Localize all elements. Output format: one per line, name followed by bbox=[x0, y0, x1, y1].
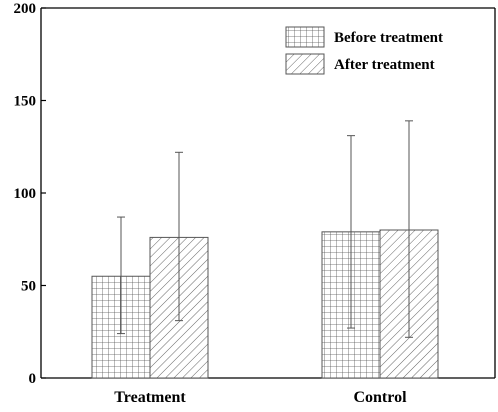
y-tick-label: 50 bbox=[21, 279, 36, 295]
legend: Before treatment After treatment bbox=[285, 26, 443, 75]
y-tick-label: 0 bbox=[29, 371, 37, 387]
legend-label: Before treatment bbox=[334, 30, 443, 46]
legend-swatch bbox=[285, 53, 325, 75]
x-tick-label: Control bbox=[353, 389, 407, 406]
y-tick-label: 100 bbox=[14, 186, 37, 202]
plot-area: 0 50 100 150 200 Treatment Control bbox=[14, 1, 496, 406]
legend-label: After treatment bbox=[334, 57, 435, 73]
y-tick-label: 200 bbox=[14, 1, 37, 17]
y-tick-label: 150 bbox=[14, 94, 37, 110]
legend-swatch bbox=[285, 26, 325, 48]
x-tick-label: Treatment bbox=[114, 389, 186, 406]
